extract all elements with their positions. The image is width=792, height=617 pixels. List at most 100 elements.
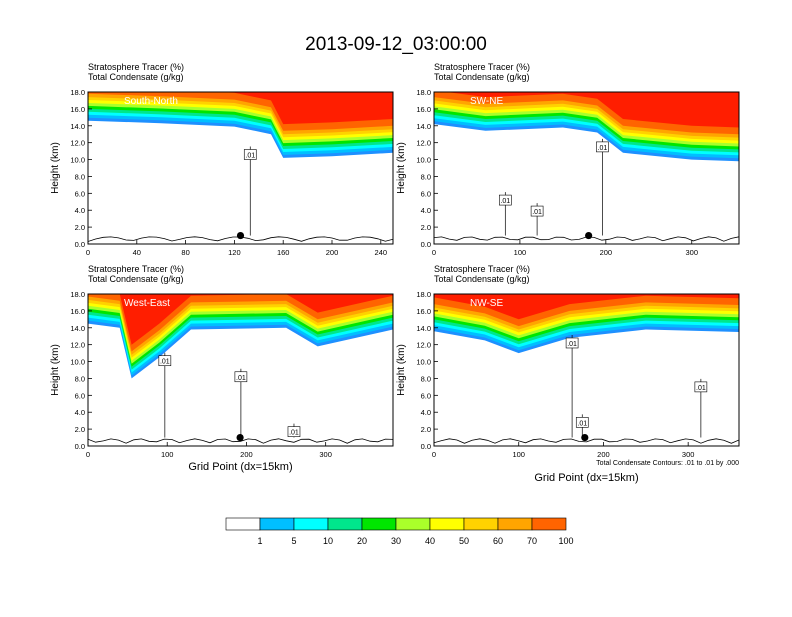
section-label: SW-NE [470, 96, 503, 107]
y-tick-label: 10.0 [70, 358, 85, 367]
contour-label-box [530, 205, 544, 217]
contour-label-box [694, 381, 708, 393]
colorbar-swatch-7 [429, 517, 465, 531]
y-tick-label: 0.0 [75, 442, 85, 451]
y-tick-label: 4.0 [421, 408, 431, 417]
tracer-band-11 [88, 294, 393, 345]
x-tick-label: 300 [685, 248, 698, 257]
contour-label: .01 [500, 198, 510, 205]
x-tick-label: 300 [682, 450, 695, 459]
x-tick-label: 200 [600, 248, 613, 257]
y-tick-label: 8.0 [75, 374, 85, 383]
panels-group: Stratosphere Tracer (%)Total Condensate … [50, 62, 740, 484]
x-tick-label: 120 [228, 248, 241, 257]
x-tick-label: 100 [514, 248, 527, 257]
x-tick-label: 0 [432, 450, 436, 459]
y-tick-label: 16.0 [416, 105, 431, 114]
colorbar-label: 100 [558, 536, 573, 546]
panel-west-east: Stratosphere Tracer (%)Total Condensate … [50, 264, 394, 473]
y-tick-label: 14.0 [416, 324, 431, 333]
tracer-field [88, 92, 393, 244]
panel-subtitle-condensate: Total Condensate (g/kg) [88, 72, 184, 82]
panel-subtitle-tracer: Stratosphere Tracer (%) [88, 62, 184, 72]
colorbar-label: 40 [425, 536, 435, 546]
x-tick-label: 80 [181, 248, 189, 257]
panel-subtitle-condensate: Total Condensate (g/kg) [88, 274, 184, 284]
x-tick-label: 100 [512, 450, 525, 459]
y-tick-label: 8.0 [75, 172, 85, 181]
x-tick-label: 200 [597, 450, 610, 459]
y-axis-label: Height (km) [396, 142, 407, 194]
colorbar-label: 60 [493, 536, 503, 546]
x-tick-label: 40 [133, 248, 141, 257]
y-tick-label: 16.0 [70, 105, 85, 114]
contour-label: .01 [236, 375, 246, 382]
panel-subtitle-tracer: Stratosphere Tracer (%) [434, 264, 530, 274]
tracer-band-11 [88, 92, 393, 125]
location-marker [581, 433, 589, 442]
contour-label: .01 [567, 341, 577, 348]
panel-sw-ne: Stratosphere Tracer (%)Total Condensate … [396, 62, 740, 257]
location-marker [585, 231, 593, 240]
colorbar-label: 20 [357, 536, 367, 546]
tracer-field [88, 294, 393, 446]
y-tick-label: 18.0 [416, 88, 431, 97]
panel-frame [433, 293, 740, 447]
y-tick-label: 2.0 [421, 425, 431, 434]
x-tick-label: 200 [240, 450, 253, 459]
colorbar-swatch-3 [293, 517, 329, 531]
x-tick-label: 100 [161, 450, 174, 459]
y-tick-label: 12.0 [416, 341, 431, 350]
y-tick-label: 6.0 [421, 391, 431, 400]
colorbar-swatch-10 [531, 517, 567, 531]
contour-label: .01 [289, 430, 299, 437]
panel-south-north: Stratosphere Tracer (%)Total Condensate … [50, 62, 394, 257]
y-tick-label: 2.0 [75, 223, 85, 232]
contour-label-box [158, 355, 172, 367]
y-tick-label: 6.0 [75, 189, 85, 198]
y-tick-label: 10.0 [416, 156, 431, 165]
contour-label-box [243, 149, 257, 160]
tracer-band-11 [434, 294, 739, 320]
colorbar-label: 10 [323, 536, 333, 546]
y-tick-label: 10.0 [70, 156, 85, 165]
contour-label-box [234, 371, 248, 383]
colorbar-label: 1 [257, 536, 262, 546]
x-tick-label: 0 [432, 248, 436, 257]
contour-label: .01 [160, 359, 170, 366]
y-tick-label: 14.0 [70, 122, 85, 131]
colorbar-swatch-9 [497, 517, 533, 531]
tracer-band-11 [434, 92, 739, 128]
colorbar-swatch-4 [327, 517, 363, 531]
section-label: South-North [124, 96, 178, 107]
contour-label: .01 [577, 420, 587, 427]
y-tick-label: 2.0 [421, 223, 431, 232]
y-tick-label: 4.0 [75, 206, 85, 215]
panel-nw-se: Stratosphere Tracer (%)Total Condensate … [396, 264, 740, 484]
x-tick-label: 0 [86, 450, 90, 459]
panel-subtitle-tracer: Stratosphere Tracer (%) [434, 62, 530, 72]
y-tick-label: 18.0 [70, 88, 85, 97]
condensate-contour-ground [88, 438, 393, 444]
y-tick-label: 0.0 [421, 240, 431, 249]
colorbar-label: 30 [391, 536, 401, 546]
y-tick-label: 14.0 [70, 324, 85, 333]
y-tick-label: 16.0 [70, 307, 85, 316]
colorbar-label: 5 [291, 536, 296, 546]
location-marker [236, 231, 245, 240]
y-tick-label: 2.0 [75, 425, 85, 434]
colorbar-swatch-8 [463, 517, 499, 531]
colorbar-label: 70 [527, 536, 537, 546]
x-tick-label: 300 [319, 450, 332, 459]
y-tick-label: 4.0 [421, 206, 431, 215]
y-tick-label: 12.0 [70, 139, 85, 148]
section-label: NW-SE [470, 298, 503, 309]
x-axis-label: Grid Point (dx=15km) [188, 461, 292, 473]
x-axis-label: Grid Point (dx=15km) [534, 472, 638, 484]
y-axis-label: Height (km) [50, 142, 61, 194]
panel-subtitle-tracer: Stratosphere Tracer (%) [88, 264, 184, 274]
figure-title: 2013-09-12_03:00:00 [305, 34, 487, 55]
y-tick-label: 4.0 [75, 408, 85, 417]
colorbar: 1 5 10 20 30 40 50 60 70 100 [225, 517, 574, 546]
contour-label: .01 [696, 385, 706, 392]
